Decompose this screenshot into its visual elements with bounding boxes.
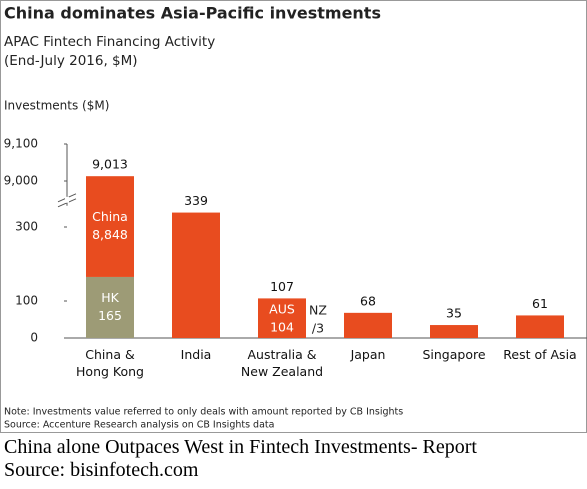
bar-segment <box>86 176 134 277</box>
caption: China alone Outpaces West in Fintech Inv… <box>4 436 477 458</box>
segment-value-label: 8,848 <box>92 227 128 242</box>
segment-value-label: 104 <box>270 319 294 334</box>
x-tick-label: Japan <box>350 347 386 362</box>
bar-segment <box>258 298 306 300</box>
y-tick-label: 9,000 <box>4 174 38 188</box>
bar-segment <box>344 312 392 338</box>
segment-name: HK <box>101 290 119 305</box>
segment-name: China <box>92 209 128 224</box>
bar-segment <box>258 299 306 338</box>
y-tick-label: 100 <box>15 294 38 308</box>
total-label: 339 <box>184 193 208 208</box>
chart-subtitle: (End-July 2016, $M) <box>4 53 138 69</box>
x-tick-label: India <box>180 347 212 362</box>
chart-subtitle: APAC Fintech Financing Activity <box>4 34 215 50</box>
chart-title: China dominates Asia-Pacific investments <box>4 4 381 23</box>
total-label: 61 <box>532 296 548 311</box>
segment-value-label: /3 <box>312 321 324 336</box>
y-tick-label: 0 <box>30 331 38 345</box>
note: Source: Accenture Research analysis on C… <box>4 420 274 431</box>
x-tick-label: Singapore <box>422 347 486 362</box>
x-tick-label: Australia & New Zealand <box>240 347 324 379</box>
bar-segment <box>86 276 134 338</box>
y-tick-label: 9,100 <box>4 137 38 151</box>
x-tick-label: Rest of Asia <box>503 347 577 362</box>
bar-segment <box>516 315 564 338</box>
y-tick-label: 300 <box>15 220 38 234</box>
total-label: 9,013 <box>92 157 128 172</box>
segment-name: AUS <box>269 301 295 316</box>
caption: Source: bisinfotech.com <box>4 459 199 481</box>
segment-name: NZ <box>309 303 327 318</box>
total-label: 35 <box>446 306 462 321</box>
bar-segment <box>172 212 220 338</box>
axis-break-gap <box>65 196 69 203</box>
segment-value-label: 165 <box>98 308 122 323</box>
note: Note: Investments value referred to only… <box>4 407 403 418</box>
bar-segment <box>430 325 478 338</box>
y-axis-label: Investments ($M) <box>4 99 109 113</box>
total-label: 107 <box>270 279 294 294</box>
total-label: 68 <box>360 293 376 308</box>
x-tick-label: China & Hong Kong <box>76 347 144 379</box>
